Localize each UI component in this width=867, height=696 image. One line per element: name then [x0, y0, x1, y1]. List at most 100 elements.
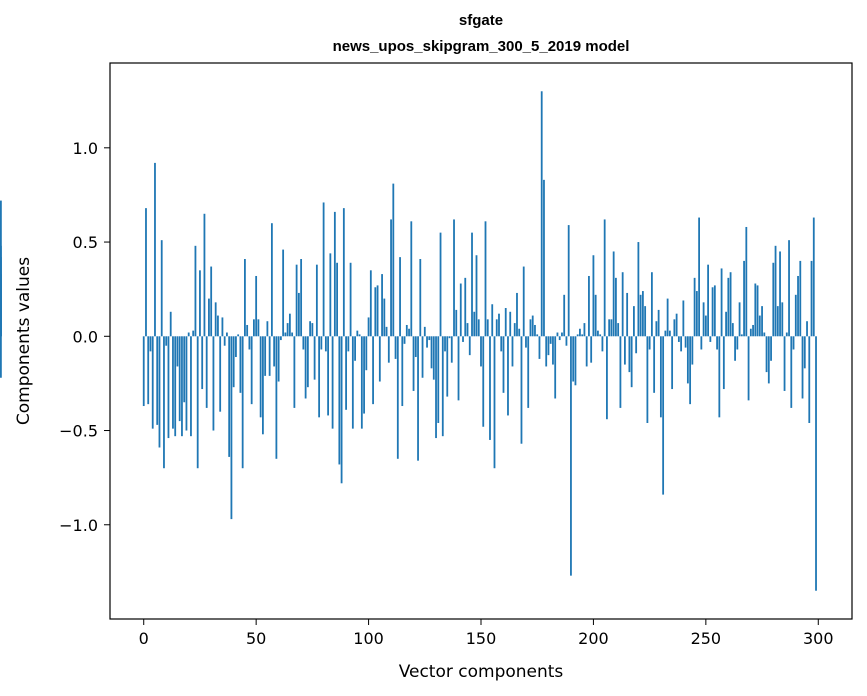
bar-233: [666, 298, 669, 337]
bar-264: [736, 336, 739, 350]
bar-196: [583, 323, 586, 337]
bar-283: [779, 251, 781, 337]
bar-167: [518, 328, 521, 337]
bar-265: [738, 302, 741, 337]
bar-121: [414, 336, 417, 358]
bar-108: [385, 326, 388, 337]
x-tick-label: 250: [691, 629, 722, 648]
bar-19: [185, 336, 188, 431]
x-tick-label: 0: [139, 629, 149, 648]
bar-157: [495, 319, 498, 337]
bar-117: [405, 324, 408, 337]
bar-237: [675, 313, 678, 337]
bar-256: [718, 336, 721, 418]
bar-280: [772, 262, 775, 337]
bar-254: [713, 285, 716, 337]
bar-239: [680, 336, 683, 352]
bar-220: [637, 242, 640, 337]
bar-190: [570, 336, 572, 576]
bar-147: [473, 311, 476, 337]
bar-27: [203, 213, 206, 337]
x-axis-ticks: 0 50 100 150 200 250 300: [139, 619, 834, 648]
bar-133: [441, 336, 444, 437]
bar-211: [617, 323, 620, 337]
bar-191: [572, 336, 575, 382]
bar-26: [201, 336, 204, 390]
bar-273: [756, 285, 759, 337]
bar-52: [259, 336, 262, 418]
bar-252: [709, 336, 712, 342]
bar-140: [457, 336, 460, 401]
bar-144: [466, 323, 469, 337]
bar-223: [644, 306, 647, 337]
bar-216: [628, 336, 631, 373]
bar-235: [671, 336, 674, 390]
bar-267: [743, 260, 745, 337]
bar-199: [590, 336, 593, 363]
bar-276: [763, 332, 766, 337]
bar-148: [475, 255, 478, 337]
bar-66: [291, 332, 294, 337]
bar-136: [448, 336, 451, 339]
bar-99: [365, 336, 368, 371]
bar-22: [192, 330, 195, 337]
bar-17: [181, 336, 183, 437]
bar-181: [549, 336, 552, 344]
bar-62: [282, 249, 285, 337]
bar-59: [275, 336, 278, 459]
bar-259: [725, 311, 727, 337]
bar-43: [239, 336, 242, 393]
bar-177: [540, 91, 543, 337]
bar-218: [633, 306, 635, 337]
bar-294: [803, 336, 806, 369]
bar-128: [430, 336, 433, 369]
bar-174: [534, 324, 536, 337]
y-tick-label: −0.5: [59, 422, 98, 441]
bar-73: [306, 336, 309, 388]
bar-38: [228, 336, 231, 457]
bar-100: [367, 317, 370, 337]
y-tick-label: 1.0: [73, 139, 98, 158]
bar-145: [468, 336, 471, 356]
bar-125: [423, 326, 426, 337]
bar-54: [264, 336, 267, 376]
bar-200: [592, 255, 595, 337]
bar-213: [621, 272, 624, 337]
bar-169: [522, 266, 525, 337]
bar-11: [167, 336, 170, 439]
bar-47: [248, 336, 251, 350]
x-tick-label: 50: [246, 629, 266, 648]
bar-204: [601, 336, 604, 352]
bar-series: [0, 91, 817, 591]
x-axis-label: Vector components: [399, 662, 564, 682]
bar-143: [464, 277, 467, 337]
bar-96: [358, 334, 361, 337]
bar-217: [630, 336, 633, 388]
bar-81: [324, 336, 327, 352]
bar-115: [401, 336, 404, 407]
bar-299: [815, 336, 817, 591]
bar-124: [421, 336, 424, 378]
bar-224: [646, 336, 649, 423]
bar-130: [435, 336, 437, 439]
bar-32: [214, 302, 217, 337]
bar-101: [369, 270, 372, 337]
bar-288: [790, 336, 793, 408]
bar-30: [210, 266, 213, 337]
bar-24: [196, 336, 199, 469]
bar-76: [313, 336, 316, 380]
bar-176: [538, 336, 541, 359]
bar-107: [383, 298, 386, 337]
bar-89: [342, 208, 345, 337]
bar-75: [311, 323, 314, 337]
bar-51: [257, 319, 260, 337]
bar-4: [151, 336, 154, 429]
bar-270: [749, 328, 752, 337]
bar-86: [336, 262, 338, 337]
bar-55: [266, 321, 269, 337]
bar-268: [745, 226, 748, 337]
bar-166: [516, 292, 518, 337]
bar-193: [576, 334, 579, 337]
bar-179: [545, 336, 548, 367]
bar-94: [354, 336, 356, 361]
